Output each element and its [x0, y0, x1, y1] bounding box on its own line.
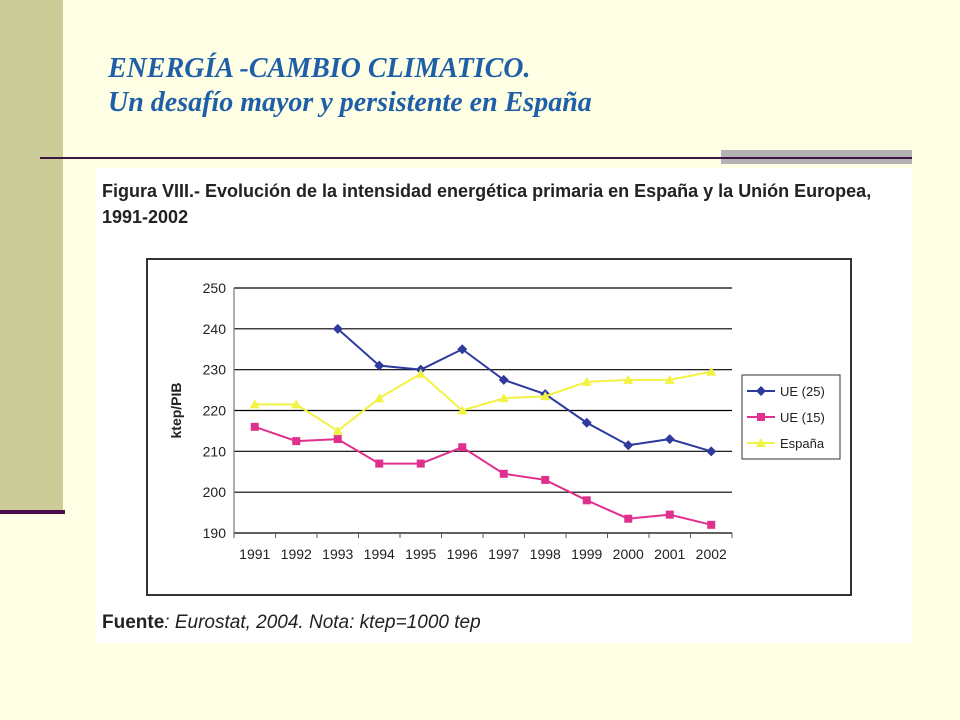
data-point-ue-15 — [375, 459, 384, 468]
x-tick-label: 1993 — [322, 546, 353, 562]
data-point-ue-15 — [416, 459, 425, 468]
data-point-ue-25 — [581, 417, 592, 428]
data-point-ue-15 — [665, 510, 674, 519]
data-point-ue-15 — [582, 496, 591, 505]
data-point-ue-15 — [458, 443, 467, 452]
slide-title-line2: Un desafío mayor y persistente en España — [108, 87, 592, 118]
x-tick-label: 1997 — [488, 546, 519, 562]
legend-marker-ue-25 — [756, 386, 766, 396]
data-point-ue-15 — [250, 422, 259, 431]
data-point-españa — [581, 376, 592, 386]
x-tick-label: 2000 — [613, 546, 644, 562]
y-tick-label: 250 — [203, 280, 227, 296]
x-tick-label: 2002 — [696, 546, 727, 562]
data-point-ue-15 — [292, 437, 301, 446]
data-point-ue-15 — [499, 469, 508, 478]
figure-image: Figura VIII.- Evolución de la intensidad… — [96, 168, 912, 643]
data-point-españa — [664, 374, 675, 384]
data-point-ue-25 — [498, 374, 509, 385]
legend-marker-ue-15 — [757, 413, 765, 421]
data-point-españa — [457, 405, 468, 415]
data-point-españa — [291, 399, 302, 409]
data-point-ue-25 — [457, 344, 468, 355]
data-point-españa — [623, 374, 634, 384]
x-tick-label: 1995 — [405, 546, 436, 562]
figure-caption: Figura VIII.- Evolución de la intensidad… — [102, 181, 872, 227]
data-point-ue-15 — [624, 514, 633, 523]
data-point-españa — [706, 366, 717, 376]
x-tick-label: 1991 — [239, 546, 270, 562]
data-point-ue-25 — [706, 446, 717, 457]
data-point-ue-15 — [333, 435, 342, 444]
data-point-españa — [415, 368, 426, 378]
chart-frame: 190 200 210 220 230 240 250 1991 1992 1993 1994 199… — [146, 258, 852, 596]
x-tick-label: 1998 — [530, 546, 561, 562]
data-point-ue-15 — [541, 475, 550, 484]
data-point-ue-25 — [374, 360, 385, 371]
x-tick-label: 1999 — [571, 546, 602, 562]
data-point-españa — [540, 391, 551, 401]
data-point-ue-25 — [664, 434, 675, 445]
legend-label-españa: España — [780, 436, 825, 451]
legend-label-ue-15: UE (15) — [780, 410, 825, 425]
data-point-ue-25 — [623, 440, 634, 451]
legend-marker-españa — [756, 438, 766, 447]
y-tick-label: 240 — [203, 321, 227, 337]
figure-source: Fuente: Eurostat, 2004. Nota: ktep=1000 … — [102, 612, 481, 634]
x-tick-label: 1992 — [281, 546, 312, 562]
title-divider — [40, 157, 912, 159]
y-tick-label: 190 — [203, 525, 227, 541]
series-line-ue-15 — [254, 425, 712, 526]
data-point-ue-15 — [707, 520, 716, 529]
y-tick-label: 200 — [203, 484, 227, 500]
source-text: : Eurostat, 2004. Nota: ktep=1000 tep — [164, 612, 481, 633]
data-point-españa — [249, 399, 260, 409]
data-point-ue-25 — [332, 323, 343, 334]
series-line-ue-25 — [337, 328, 712, 453]
series-line-españa — [254, 370, 712, 433]
y-tick-label: 230 — [203, 362, 227, 378]
left-band-underline — [0, 510, 65, 514]
data-point-españa — [374, 393, 385, 403]
legend-label-ue-25: UE (25) — [780, 384, 825, 399]
source-label: Fuente — [102, 612, 165, 633]
slide-title: ENERGÍA -CAMBIO CLIMATICO. Un desafío ma… — [108, 52, 592, 120]
y-tick-label: 220 — [203, 403, 227, 419]
x-tick-label: 2001 — [654, 546, 685, 562]
y-tick-label: 210 — [203, 443, 227, 459]
x-tick-label: 1996 — [447, 546, 478, 562]
slide-title-line1: ENERGÍA -CAMBIO CLIMATICO. — [108, 53, 531, 84]
data-point-españa — [498, 393, 509, 403]
left-decorative-band — [0, 0, 63, 512]
line-chart: 190 200 210 220 230 240 250 1991 1992 1993 1994 199… — [168, 280, 841, 562]
x-tick-label: 1994 — [364, 546, 395, 562]
data-point-españa — [332, 425, 343, 435]
y-axis-label: ktep/PIB — [168, 382, 184, 438]
